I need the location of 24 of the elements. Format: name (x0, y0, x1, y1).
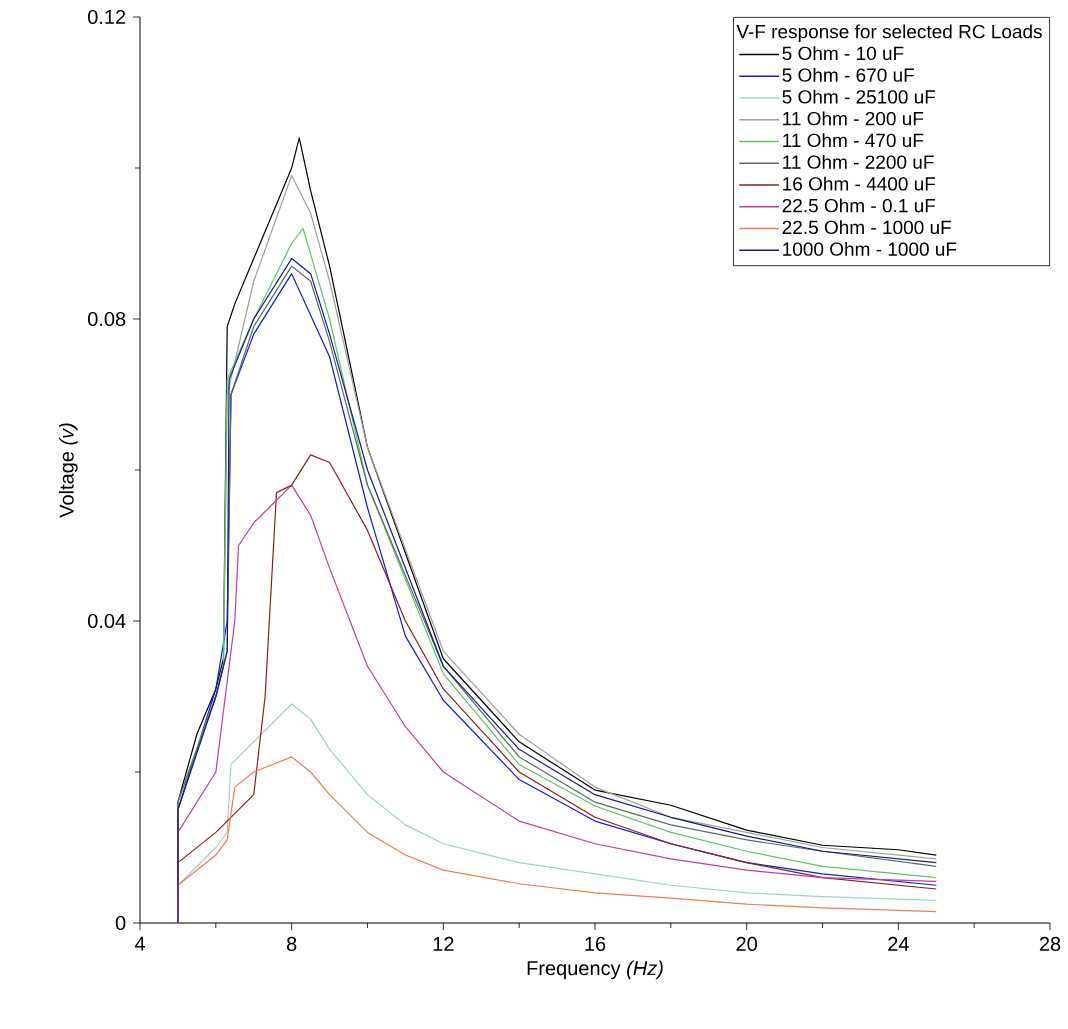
x-tick-label: 4 (134, 936, 145, 951)
y-axis-title: Voltage (v) (59, 423, 78, 518)
y-tick-label: 0 (115, 915, 126, 931)
x-tick-label: 28 (1039, 936, 1061, 952)
legend-label: 5 Ohm - 670 uF (782, 67, 914, 82)
legend-title: V-F response for selected RC Loads (736, 24, 1042, 43)
legend-label: 5 Ohm - 10 uF (782, 46, 904, 61)
legend-label: 11 Ohm - 470 uF (783, 133, 924, 148)
x-tick-label: 24 (888, 936, 909, 951)
y-tick-label: 0.12 (87, 9, 126, 25)
x-tick-label: 20 (736, 936, 758, 952)
legend-label: 1000 Ohm - 1000 uF (783, 241, 957, 256)
legend-label: 11 Ohm - 200 uF (783, 111, 924, 126)
x-tick-label: 16 (585, 936, 606, 952)
x-tick-label: 8 (286, 936, 297, 952)
legend-label: 5 Ohm - 25100 uF (782, 89, 936, 104)
x-axis-title: Frequency (Hz) (527, 960, 663, 980)
x-tick-label: 12 (433, 936, 454, 951)
legend-label: 22.5 Ohm - 0.1 uF (782, 198, 936, 213)
legend-label: 11 Ohm - 2200 uF (783, 154, 934, 169)
legend-label: 22.5 Ohm - 1000 uF (782, 220, 951, 235)
y-tick-label: 0.04 (87, 613, 126, 629)
y-tick-label: 0.08 (87, 311, 126, 327)
legend-label: 16 Ohm - 4400 uF (783, 176, 936, 191)
